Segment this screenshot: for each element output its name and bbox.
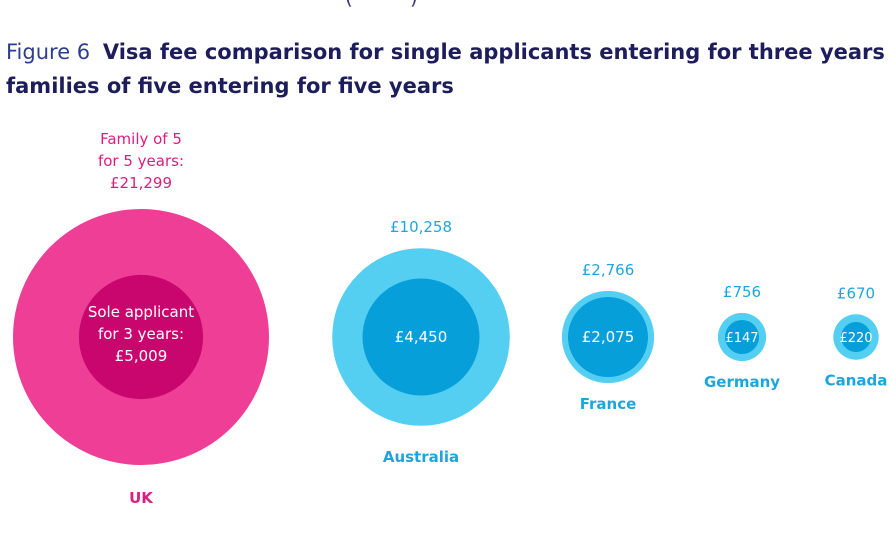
bubble-inner-france: [568, 297, 648, 377]
bubble-inner-germany: [725, 320, 759, 354]
category-label-australia: Australia: [383, 448, 459, 466]
outer-label-uk-line-3: £21,299: [110, 174, 172, 192]
bubble-inner-uk: [78, 274, 204, 400]
outer-label-uk-line-1: Family of 5: [100, 130, 182, 148]
inner-label-uk-line-3: £5,009: [115, 347, 168, 365]
title-text-line1: Visa fee comparison for single applicant…: [103, 40, 890, 64]
bubble-marks: Sole applicant for 3 years: £5,009 Family o…: [13, 130, 887, 507]
bubble-inner-australia: [362, 278, 480, 396]
outer-label-canada: £670: [837, 284, 875, 302]
inner-label-uk-line-1: Sole applicant: [88, 303, 194, 321]
outer-label-australia: £10,258: [390, 218, 452, 236]
chart-title-line2: families of five entering for five years: [6, 74, 454, 98]
outer-label-uk-line-2: for 5 years:: [98, 152, 184, 170]
inner-label-france: £2,075: [582, 328, 635, 346]
inner-label-germany: £147: [725, 331, 758, 346]
inner-label-uk-line-2: for 3 years:: [98, 325, 184, 343]
outer-label-france: £2,766: [582, 261, 635, 279]
header-fragment: (·········): [345, 0, 418, 9]
inner-label-canada: £220: [839, 331, 872, 346]
figure-number: Figure 6: [6, 40, 90, 64]
category-label-uk: UK: [129, 489, 154, 507]
inner-label-australia: £4,450: [395, 328, 448, 346]
category-label-germany: Germany: [704, 373, 780, 391]
outer-label-germany: £756: [723, 283, 761, 301]
category-label-canada: Canada: [825, 372, 888, 390]
chart-title-line1: Figure 6 Visa fee comparison for single …: [6, 40, 890, 64]
bubble-inner-canada: [841, 322, 871, 352]
category-label-france: France: [580, 395, 637, 413]
